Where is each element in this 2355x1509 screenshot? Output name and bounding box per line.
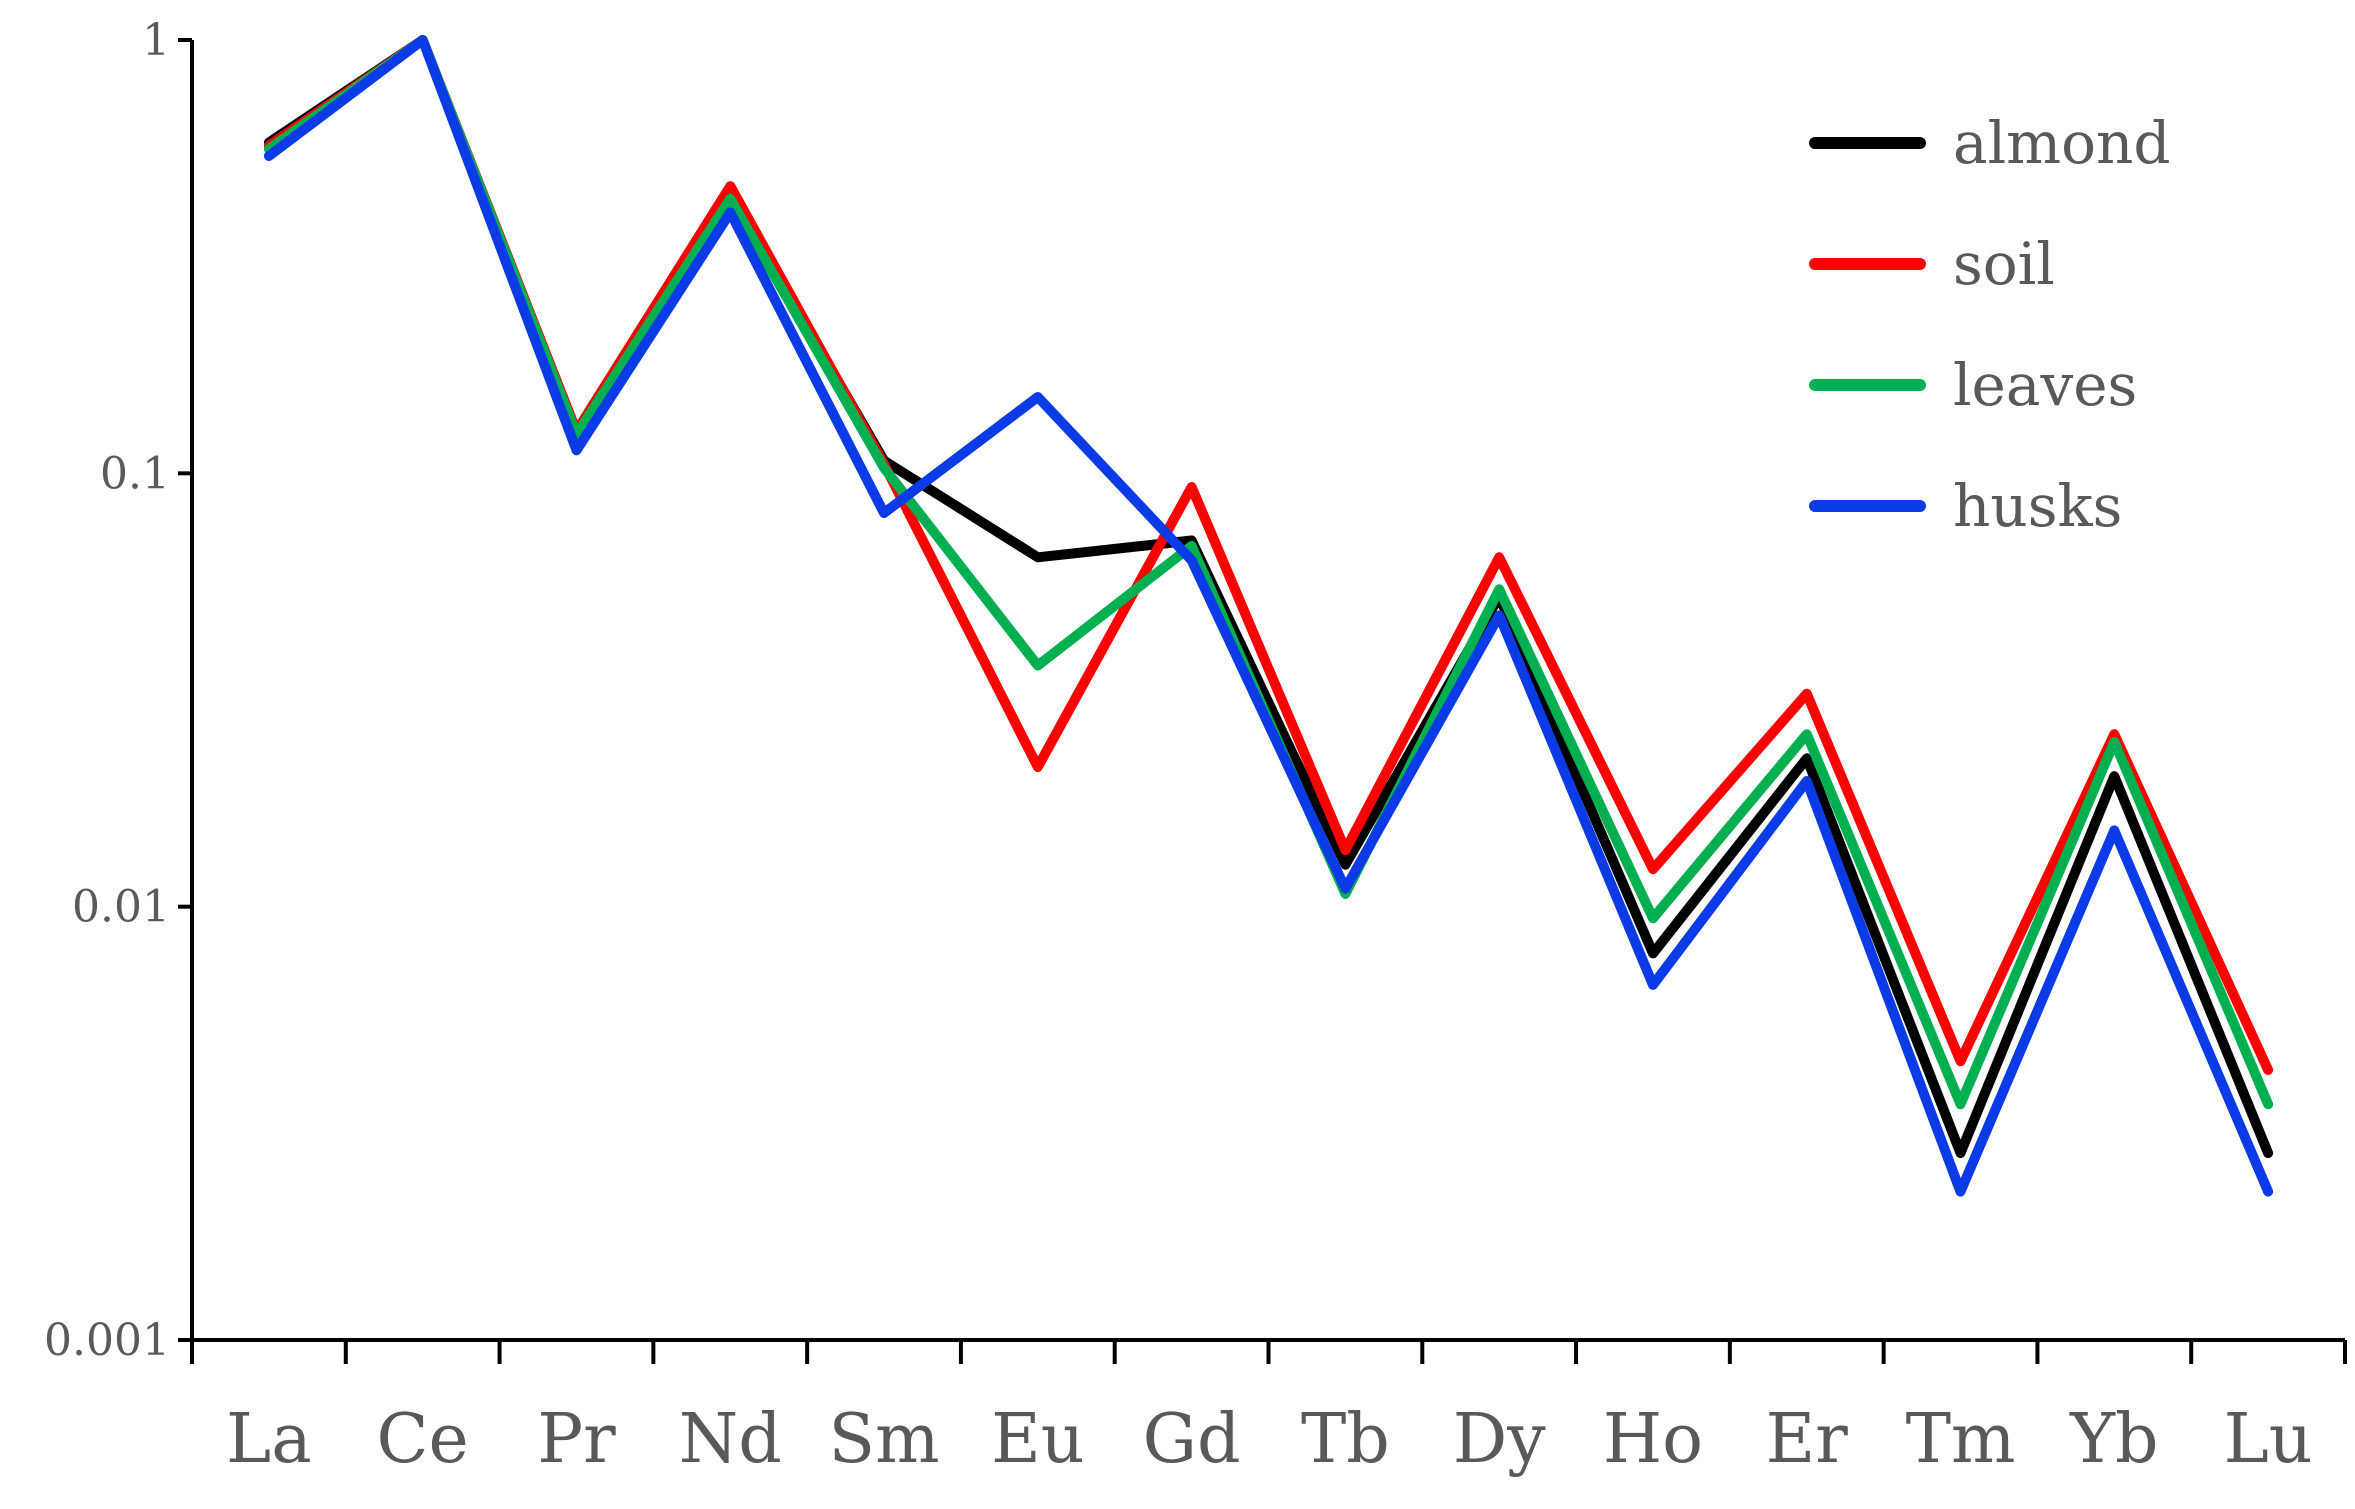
y-tick-label: 0.01 bbox=[72, 882, 170, 933]
y-tick-label: 1 bbox=[142, 15, 170, 66]
x-tick-label: Gd bbox=[1143, 1400, 1241, 1479]
series-line-leaves bbox=[263, 35, 2274, 1110]
x-tick-label: Lu bbox=[2224, 1400, 2313, 1479]
series-lines bbox=[263, 35, 2274, 1197]
legend-label-husks: husks bbox=[1953, 472, 2122, 540]
x-tick-label: Sm bbox=[828, 1400, 939, 1479]
x-ticks: La Ce Pr Nd Sm Eu Gd Tb Dy Ho Er Tm Yb Lu bbox=[190, 1340, 2347, 1479]
y-tick-label: 0.1 bbox=[100, 448, 170, 499]
x-tick-label: Er bbox=[1766, 1400, 1849, 1479]
x-tick-label: Yb bbox=[2069, 1400, 2158, 1479]
x-tick-label: Dy bbox=[1453, 1400, 1547, 1479]
x-tick-label: Ho bbox=[1603, 1400, 1703, 1479]
x-tick-label: Pr bbox=[537, 1400, 616, 1479]
x-tick-label: Eu bbox=[991, 1400, 1084, 1479]
y-tick-label: 0.001 bbox=[44, 1315, 170, 1366]
series-line-husks bbox=[263, 35, 2274, 1197]
legend-label-leaves: leaves bbox=[1953, 351, 2137, 419]
x-tick-label: Tm bbox=[1906, 1400, 2016, 1479]
legend-label-soil: soil bbox=[1953, 230, 2055, 298]
x-tick-label: Ce bbox=[377, 1400, 469, 1479]
y-ticks: 1 0.1 0.01 0.001 bbox=[44, 15, 192, 1366]
series-line-almond bbox=[263, 35, 2274, 1159]
series-line-soil bbox=[263, 35, 2274, 1075]
legend: almond soil leaves husks bbox=[1809, 109, 2171, 540]
x-tick-label: Nd bbox=[679, 1400, 782, 1479]
x-tick-label: Tb bbox=[1301, 1400, 1390, 1479]
legend-label-almond: almond bbox=[1953, 109, 2171, 177]
x-tick-label: La bbox=[226, 1400, 312, 1479]
